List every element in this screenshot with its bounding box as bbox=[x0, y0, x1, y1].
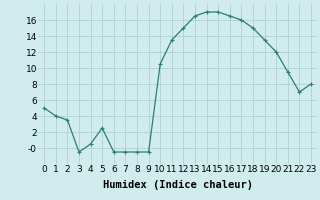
X-axis label: Humidex (Indice chaleur): Humidex (Indice chaleur) bbox=[103, 180, 252, 190]
